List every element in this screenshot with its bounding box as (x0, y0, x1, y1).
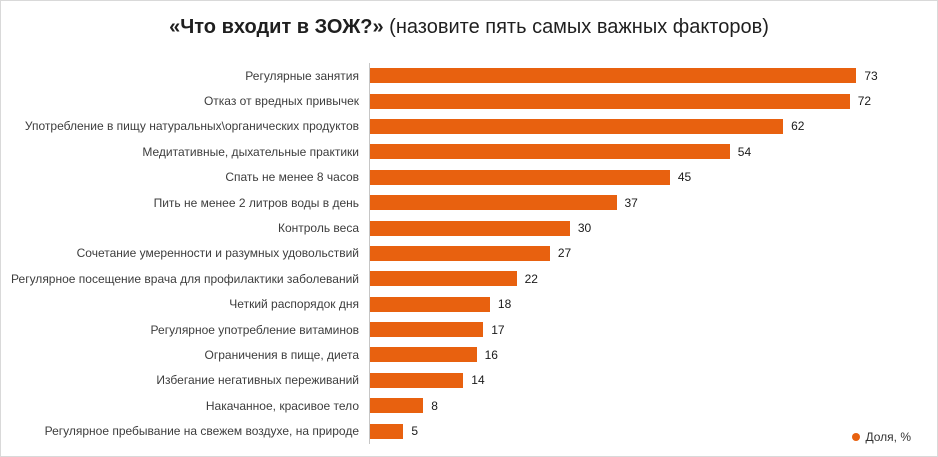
category-label: Сочетание умеренности и разумных удоволь… (76, 246, 359, 261)
chart-row: Регулярное употребление витаминов 17 (1, 316, 937, 343)
value-label: 54 (737, 144, 752, 159)
chart-row: Отказ от вредных привычек 72 (1, 88, 937, 114)
chart-row: Употребление в пищу натуральных\органиче… (1, 113, 937, 140)
value-label: 22 (524, 271, 538, 286)
bar-track: 14 (369, 367, 937, 394)
category-label: Регулярное посещение врача для профилакт… (11, 271, 359, 286)
value-label: 62 (791, 119, 805, 134)
chart-row: Четкий распорядок дня 18 (1, 291, 937, 317)
value-label: 72 (857, 94, 872, 109)
bar (370, 296, 490, 312)
bar-track: 45 (369, 164, 937, 190)
value-label: 14 (471, 373, 485, 388)
chart-row: Ограничения в пище, диета 16 (1, 342, 937, 368)
bar (370, 68, 857, 84)
bar-track: 37 (369, 189, 937, 216)
chart-title-main: «Что входит в ЗОЖ?» (169, 16, 384, 38)
bar-track: 54 (369, 139, 937, 165)
value-label: 37 (624, 195, 638, 210)
category-label: Контроль веса (277, 221, 359, 236)
legend-label: Доля, % (865, 430, 911, 444)
category-label: Пить не менее 2 литров воды в день (153, 195, 359, 210)
category-label: Четкий распорядок дня (229, 297, 359, 312)
category-label: Отказ от вредных привычек (203, 94, 359, 109)
bar-track: 30 (369, 215, 937, 241)
bar-track: 17 (369, 316, 937, 343)
bar-track: 16 (369, 342, 937, 368)
value-label: 73 (864, 68, 878, 83)
value-label: 8 (431, 398, 438, 413)
value-label: 18 (497, 297, 512, 312)
chart-row: Сочетание умеренности и разумных удоволь… (1, 240, 937, 267)
chart-title: «Что входит в ЗОЖ?» (назовите пять самых… (1, 15, 937, 39)
chart-row: Регулярное пребывание на свежем воздухе,… (1, 418, 937, 444)
chart-row: Избегание негативных переживаний 14 (1, 367, 937, 394)
bar-track: 72 (369, 88, 937, 114)
bar-track: 18 (369, 291, 937, 317)
bar (370, 220, 570, 236)
category-label: Регулярные занятия (245, 68, 359, 83)
chart-row: Спать не менее 8 часов 45 (1, 164, 937, 190)
value-label: 16 (484, 347, 498, 362)
bar-track: 22 (369, 266, 937, 292)
chart-row: Пить не менее 2 литров воды в день 37 (1, 189, 937, 216)
bar-track: 62 (369, 113, 937, 140)
category-label: Медитативные, дыхательные практики (142, 144, 359, 159)
bar (370, 347, 477, 363)
category-label: Избегание негативных переживаний (156, 373, 359, 388)
category-label: Ограничения в пище, диета (204, 347, 359, 362)
chart-row: Контроль веса 30 (1, 215, 937, 241)
category-label: Регулярное употребление витаминов (150, 322, 359, 337)
chart-row: Накачанное, красивое тело 8 (1, 393, 937, 419)
bar (370, 372, 464, 388)
bar-track: 5 (369, 418, 937, 444)
bar (370, 271, 517, 287)
bar (370, 398, 424, 414)
bar (370, 118, 784, 134)
value-label: 27 (557, 246, 572, 261)
chart-row: Регулярное посещение врача для профилакт… (1, 266, 937, 292)
bar (370, 322, 484, 338)
bar-track: 27 (369, 240, 937, 267)
chart-title-sub: (назовите пять самых важных факторов) (383, 16, 769, 38)
value-label: 5 (411, 424, 418, 439)
value-label: 30 (577, 221, 592, 236)
value-label: 17 (491, 322, 505, 337)
category-label: Накачанное, красивое тело (205, 398, 359, 413)
bar (370, 169, 670, 185)
bar (370, 93, 850, 109)
bar (370, 423, 404, 439)
bar (370, 195, 617, 211)
bar (370, 245, 550, 261)
value-label: 45 (677, 170, 692, 185)
chart-row: Регулярные занятия 73 (1, 63, 937, 89)
legend: Доля, % (852, 430, 911, 444)
category-label: Употребление в пищу натуральных\органиче… (24, 119, 359, 134)
category-label: Спать не менее 8 часов (225, 170, 359, 185)
bar (370, 144, 730, 160)
category-label: Регулярное пребывание на свежем воздухе,… (44, 424, 359, 439)
legend-dot-icon (852, 433, 861, 441)
bar-track: 8 (369, 393, 937, 419)
chart-row: Медитативные, дыхательные практики 54 (1, 139, 937, 165)
plot-area: Регулярные занятия 73 Отказ от вредных при… (1, 63, 937, 444)
bar-track: 73 (369, 63, 937, 89)
